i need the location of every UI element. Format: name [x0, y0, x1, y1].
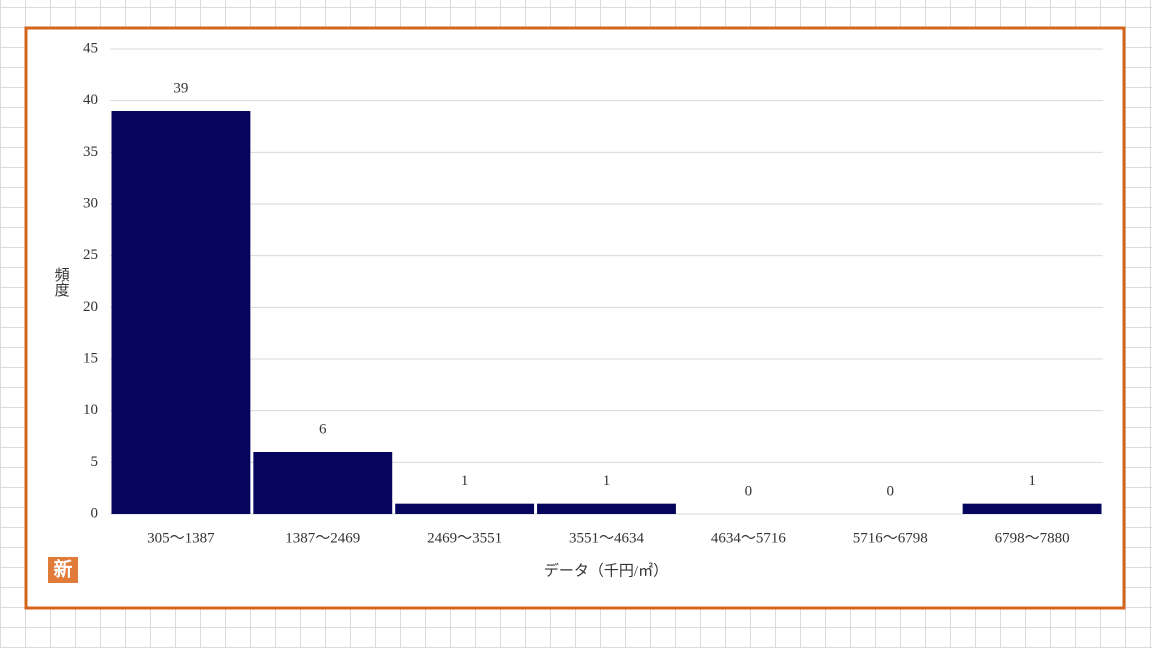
x-tick-label: 5716～6798 — [853, 530, 928, 546]
bar — [395, 503, 535, 514]
data-label: 1 — [1028, 473, 1036, 489]
x-tick-label: 2469～3551 — [427, 530, 502, 546]
y-tick-label: 0 — [91, 505, 99, 521]
y-tick-label: 35 — [83, 144, 98, 160]
y-tick-label: 25 — [83, 247, 98, 263]
badge: 新 — [53, 557, 72, 580]
data-label: 0 — [886, 483, 894, 499]
x-tick-label: 1387～2469 — [285, 530, 360, 546]
x-tick-label: 305～1387 — [147, 530, 215, 546]
bar — [253, 452, 393, 514]
data-label: 1 — [603, 473, 611, 489]
y-tick-label: 30 — [83, 195, 98, 211]
y-tick-label: 40 — [83, 92, 98, 108]
y-tick-label: 20 — [83, 299, 98, 315]
y-tick-label: 45 — [83, 40, 98, 56]
bar — [111, 111, 251, 514]
y-axis-label: 頻度 — [53, 267, 70, 297]
data-label: 39 — [173, 80, 188, 96]
bar — [537, 503, 676, 514]
y-tick-label: 5 — [91, 454, 99, 470]
bar — [962, 503, 1102, 514]
x-tick-label: 4634～5716 — [711, 530, 787, 546]
x-tick-label: 3551～4634 — [569, 530, 645, 546]
data-label: 1 — [461, 473, 469, 489]
data-label: 6 — [319, 421, 327, 437]
x-axis-label: データ（千円/㎡） — [544, 561, 668, 579]
x-tick-label: 6798～7880 — [995, 530, 1070, 546]
badge-bg — [48, 557, 78, 583]
y-tick-label: 15 — [83, 350, 98, 366]
data-label: 0 — [745, 483, 753, 499]
y-tick-label: 10 — [83, 402, 98, 418]
